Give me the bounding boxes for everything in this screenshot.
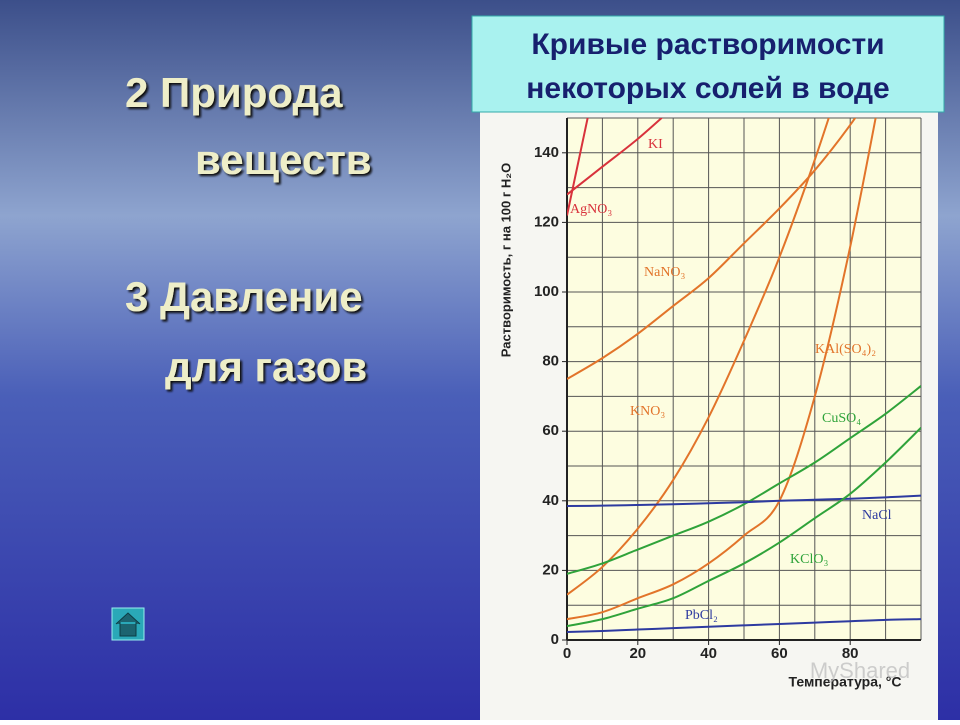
watermark: MyShared [810, 658, 910, 683]
solubility-curve [567, 385, 921, 575]
header-title: Кривые растворимости [531, 28, 884, 61]
y-tick-label: 140 [534, 144, 559, 161]
solubility-curve [567, 494, 921, 508]
point-text: для газов [165, 343, 367, 390]
solubility-curve [567, 118, 589, 216]
curve-label: NaCl [862, 508, 892, 523]
header-title: некоторых солей в воде [526, 72, 889, 105]
point-text: 2 Природа [125, 69, 343, 116]
solubility-curve [567, 118, 664, 196]
home-button[interactable] [111, 607, 145, 641]
solubility-curve [567, 118, 830, 596]
curve-label: KI [648, 137, 663, 152]
x-tick-label: 40 [700, 645, 717, 662]
y-tick-label: 0 [551, 631, 559, 648]
solubility-curve [567, 618, 921, 633]
solubility-curve [567, 427, 921, 628]
curve-label: KNO₃ [630, 404, 665, 419]
header-box [471, 15, 945, 113]
x-tick-label: 60 [771, 645, 788, 662]
curve-label: NaNO₃ [644, 265, 686, 280]
curve-label: AgNO₃ [570, 202, 612, 217]
y-tick-label: 40 [542, 492, 559, 509]
point-text: 3 Давление [125, 273, 363, 320]
curve-label: KClO₃ [790, 552, 828, 567]
y-tick-label: 80 [542, 353, 559, 370]
curve-label: KAl(SO₄)₂ [815, 342, 876, 357]
curve-label: PbCl₂ [685, 608, 718, 623]
curve-label: CuSO₄ [822, 411, 861, 426]
x-tick-label: 20 [629, 645, 646, 662]
x-tick-label: 80 [842, 645, 859, 662]
x-axis-title: Температура, °С [788, 674, 901, 690]
y-tick-label: 100 [534, 283, 559, 300]
solubility-curve [567, 118, 877, 621]
y-axis-title: Растворимость, г на 100 г H₂O [498, 163, 513, 357]
y-tick-label: 120 [534, 213, 559, 230]
y-tick-label: 20 [542, 561, 559, 578]
y-tick-label: 60 [542, 422, 559, 439]
x-tick-label: 0 [563, 645, 571, 662]
solubility-curve [567, 118, 857, 380]
home-icon[interactable] [115, 612, 141, 637]
point-text: веществ [195, 136, 372, 183]
